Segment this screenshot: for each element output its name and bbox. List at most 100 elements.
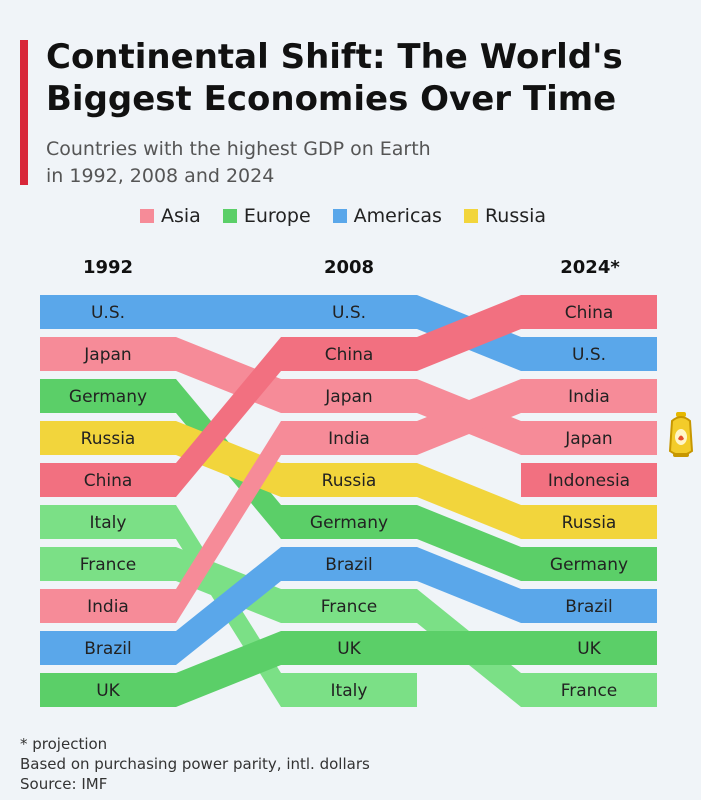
ribbon-russia-1 <box>417 463 521 539</box>
label-germany-1992: Germany <box>69 387 147 407</box>
column-header-1992: 1992 <box>82 257 134 278</box>
label-japan-1992: Japan <box>83 345 131 365</box>
ribbon-brazil-0 <box>176 547 281 665</box>
label-brazil-2008: Brazil <box>325 555 372 575</box>
label-china-2024: China <box>565 303 614 323</box>
label-france-1992: France <box>80 555 137 575</box>
title-accent-bar <box>20 40 28 185</box>
bar-uk-1992 <box>40 673 176 707</box>
bar-india-2024 <box>521 379 657 413</box>
label-india-2008: India <box>328 429 370 449</box>
column-header-2008: 2008 <box>323 257 375 278</box>
label-japan-2024: Japan <box>564 429 612 449</box>
label-brazil-1992: Brazil <box>84 639 131 659</box>
label-brazil-2024: Brazil <box>565 597 612 617</box>
title-line-2: Biggest Economies Over Time <box>46 79 617 119</box>
label-italy-1992: Italy <box>90 513 127 533</box>
ribbon-china-1 <box>417 295 521 371</box>
label-france-2024: France <box>561 681 618 701</box>
ribbon-india-1 <box>417 379 521 455</box>
bar-u-s-1992 <box>40 295 176 329</box>
bar-brazil-2024 <box>521 589 657 623</box>
label-indonesia-2024: Indonesia <box>548 471 630 491</box>
legend: Asia Europe Americas Russia <box>140 205 546 227</box>
legend-swatch-americas <box>332 209 347 223</box>
legend-label-americas: Americas <box>353 205 442 227</box>
label-uk-2024: UK <box>577 639 601 659</box>
bar-japan-1992 <box>40 337 176 371</box>
label-u-s-2008: U.S. <box>332 303 366 323</box>
label-russia-2024: Russia <box>562 513 617 533</box>
label-france-2008: France <box>321 597 378 617</box>
legend-label-russia: Russia <box>484 205 547 227</box>
bar-india-1992 <box>40 589 176 623</box>
bar-china-2008 <box>281 337 417 371</box>
bar-india-2008 <box>281 421 417 455</box>
bar-germany-2024 <box>521 547 657 581</box>
ribbon-india-0 <box>176 421 281 623</box>
title-line-1: Continental Shift: The World's <box>46 37 623 77</box>
lantern-icon <box>668 412 694 457</box>
bar-france-2008 <box>281 589 417 623</box>
bar-france-1992 <box>40 547 176 581</box>
bar-u-s-2008 <box>281 295 417 329</box>
column-header-2024: 2024* <box>560 257 620 278</box>
legend-item-russia: Russia <box>463 205 547 227</box>
bar-china-1992 <box>40 463 176 497</box>
ribbon-brazil-1 <box>417 547 521 623</box>
bar-russia-2008 <box>281 463 417 497</box>
legend-label-europe: Europe <box>243 205 311 227</box>
label-u-s-1992: U.S. <box>91 303 125 323</box>
bar-italy-1992 <box>40 505 176 539</box>
ribbon-uk-0 <box>176 631 281 707</box>
label-india-2024: India <box>568 387 610 407</box>
label-uk-1992: UK <box>96 681 120 701</box>
label-uk-2008: UK <box>337 639 361 659</box>
bar-indonesia-2024 <box>521 463 657 497</box>
bar-germany-2008 <box>281 505 417 539</box>
label-india-1992: India <box>87 597 129 617</box>
bar-germany-1992 <box>40 379 176 413</box>
footnote-source: Source: IMF <box>20 775 108 793</box>
ribbon-u-s-0 <box>176 295 281 329</box>
legend-swatch-russia <box>463 209 478 223</box>
bar-uk-2024 <box>521 631 657 665</box>
ribbon-germany-1 <box>417 505 521 581</box>
legend-item-asia: Asia <box>140 205 201 227</box>
label-u-s-2024: U.S. <box>572 345 606 365</box>
label-italy-2008: Italy <box>331 681 368 701</box>
label-china-2008: China <box>325 345 374 365</box>
footnote-projection: * projection <box>20 735 108 753</box>
bar-u-s-2024 <box>521 337 657 371</box>
label-china-1992: China <box>84 471 133 491</box>
legend-swatch-europe <box>222 209 237 223</box>
bar-italy-2008 <box>281 673 417 707</box>
bar-russia-1992 <box>40 421 176 455</box>
bar-brazil-1992 <box>40 631 176 665</box>
bar-japan-2024 <box>521 421 657 455</box>
footer-notes: * projection Based on purchasing power p… <box>20 734 370 794</box>
subtitle-line-2: in 1992, 2008 and 2024 <box>46 165 275 187</box>
chart-title: Continental Shift: The World's Biggest E… <box>46 36 623 120</box>
label-germany-2024: Germany <box>550 555 628 575</box>
ribbon-china-0 <box>176 337 281 497</box>
legend-item-americas: Americas <box>332 205 442 227</box>
footnote-basis: Based on purchasing power parity, intl. … <box>20 755 370 773</box>
label-russia-1992: Russia <box>81 429 136 449</box>
bar-russia-2024 <box>521 505 657 539</box>
label-japan-2008: Japan <box>324 387 372 407</box>
bar-france-2024 <box>521 673 657 707</box>
legend-swatch-asia <box>140 209 154 223</box>
ribbon-uk-1 <box>417 631 521 665</box>
subtitle-line-1: Countries with the highest GDP on Earth <box>46 138 431 160</box>
chart-subtitle: Countries with the highest GDP on Earth … <box>46 136 431 190</box>
label-germany-2008: Germany <box>310 513 388 533</box>
legend-item-europe: Europe <box>222 205 311 227</box>
bar-uk-2008 <box>281 631 417 665</box>
legend-label-asia: Asia <box>161 205 201 227</box>
bar-brazil-2008 <box>281 547 417 581</box>
bar-japan-2008 <box>281 379 417 413</box>
label-russia-2008: Russia <box>322 471 377 491</box>
bar-china-2024 <box>521 295 657 329</box>
